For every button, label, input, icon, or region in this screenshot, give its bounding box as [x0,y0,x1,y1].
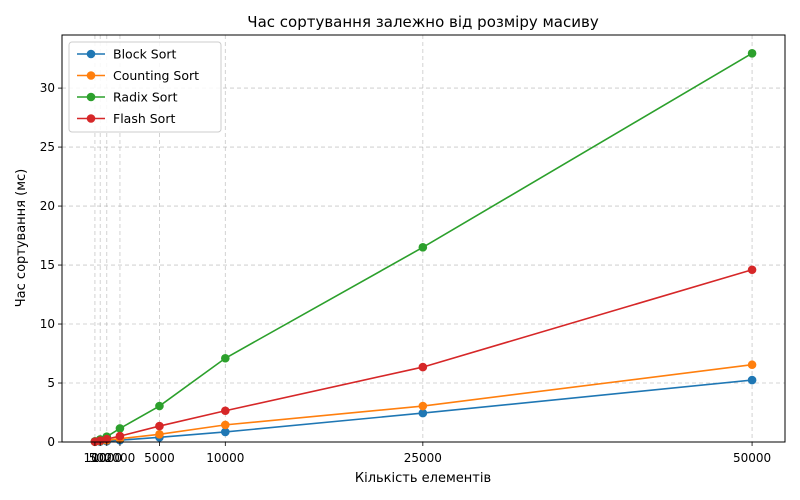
chart-title: Час сортування залежно від розміру масив… [247,13,599,31]
y-tick-label: 15 [40,258,55,272]
x-axis-label: Кількість елементів [355,471,491,486]
y-tick-label: 5 [47,376,55,390]
data-point [155,430,164,439]
legend-label: Radix Sort [113,90,178,105]
series-counting-sort [90,360,757,447]
legend-item: Flash Sort [77,111,175,126]
x-tick-label: 25000 [404,451,442,465]
data-point [221,353,230,363]
data-point [115,424,125,433]
x-tick-label: 500 [89,451,112,465]
legend-marker [86,49,96,59]
series-block-sort [90,375,757,447]
data-point [747,360,757,370]
data-point [418,401,428,411]
x-tick-label: 2000 [105,451,136,465]
data-point [747,375,757,385]
x-tick-label: 10000 [206,451,244,465]
y-axis-label: Час сортування (мс) [14,169,29,307]
legend-marker [86,71,96,80]
x-tick-label: 5000 [144,451,175,465]
legend-label: Counting Sort [113,68,199,83]
legend-item: Counting Sort [77,68,199,83]
legend-label: Flash Sort [113,111,175,126]
y-tick-label: 10 [40,317,55,331]
legend: Block Sort Counting Sort Radix Sort Flash S… [68,41,222,133]
y-tick-label: 30 [40,81,55,95]
data-point [747,48,757,58]
series-flash-sort [90,265,757,446]
data-point [418,243,428,252]
plot-frame [61,34,786,443]
data-point [155,421,164,431]
legend-marker [86,114,96,123]
y-tick-label: 25 [40,140,55,154]
legend-marker [86,92,96,102]
x-tick-label: 100 [83,451,106,465]
y-tick-label: 0 [47,435,55,449]
legend-item: Radix Sort [77,90,178,105]
legend-label: Block Sort [113,47,177,62]
data-point [102,434,112,444]
series-layer [90,48,757,447]
data-point [115,431,125,441]
legend-box [68,41,222,133]
data-point [155,401,164,411]
data-point [221,420,230,430]
data-point [418,362,428,372]
legend-item: Block Sort [77,47,177,62]
data-point [221,427,230,437]
y-tick-label: 20 [40,199,55,213]
data-point [418,408,428,418]
x-tick-label: 1000 [92,451,123,465]
data-point [747,265,757,275]
data-point [95,436,105,445]
data-point [221,406,230,416]
x-tick-label: 50000 [733,451,771,465]
